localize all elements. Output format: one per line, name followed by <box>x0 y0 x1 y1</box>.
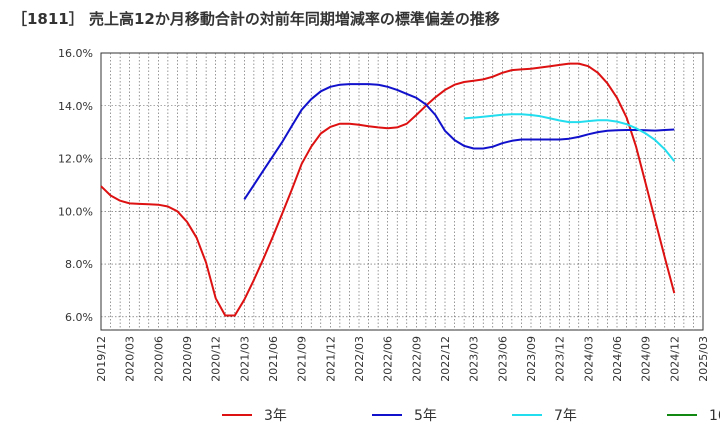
x-tick-label: 2022/06 <box>382 336 395 382</box>
x-tick-label: 2020/09 <box>181 336 194 382</box>
x-tick-label: 2020/12 <box>210 336 223 382</box>
x-tick-label: 2025/03 <box>697 336 710 382</box>
x-tick-label: 2020/03 <box>124 336 137 382</box>
x-tick-label: 2021/09 <box>296 336 309 382</box>
series-line-5年 <box>243 83 675 200</box>
series-line-7年 <box>464 113 676 162</box>
series-line-3年 <box>100 62 676 317</box>
x-tick-label: 2019/12 <box>95 336 108 382</box>
x-tick-label: 2024/03 <box>582 336 595 382</box>
x-tick-label: 2022/09 <box>410 336 423 382</box>
x-tick-label: 2020/06 <box>152 336 165 382</box>
x-tick-label: 2021/06 <box>267 336 280 382</box>
y-tick-label: 16.0% <box>58 47 93 60</box>
legend-label: 5年 <box>414 408 437 424</box>
x-tick-label: 2024/12 <box>668 336 681 382</box>
y-tick-label: 12.0% <box>58 153 93 166</box>
y-tick-label: 8.0% <box>65 258 93 271</box>
x-tick-label: 2021/03 <box>238 336 251 382</box>
chart-title: ［1811］ 売上高12か月移動合計の対前年同期増減率の標準偏差の推移 <box>12 10 500 28</box>
legend-label: 7年 <box>554 408 577 424</box>
x-tick-label: 2024/06 <box>611 336 624 382</box>
x-tick-label: 2023/09 <box>525 336 538 382</box>
legend-label: 10年 <box>709 408 720 424</box>
x-tick-label: 2023/06 <box>496 336 509 382</box>
plot-frame <box>100 52 704 331</box>
y-tick-label: 6.0% <box>65 311 93 324</box>
x-tick-label: 2022/12 <box>439 336 452 382</box>
y-tick-label: 10.0% <box>58 205 93 218</box>
y-tick-label: 14.0% <box>58 100 93 113</box>
x-tick-label: 2022/03 <box>353 336 366 382</box>
x-tick-label: 2023/03 <box>468 336 481 382</box>
x-tick-label: 2024/09 <box>640 336 653 382</box>
x-tick-label: 2023/12 <box>554 336 567 382</box>
x-tick-label: 2021/12 <box>324 336 337 382</box>
legend-label: 3年 <box>264 408 287 424</box>
